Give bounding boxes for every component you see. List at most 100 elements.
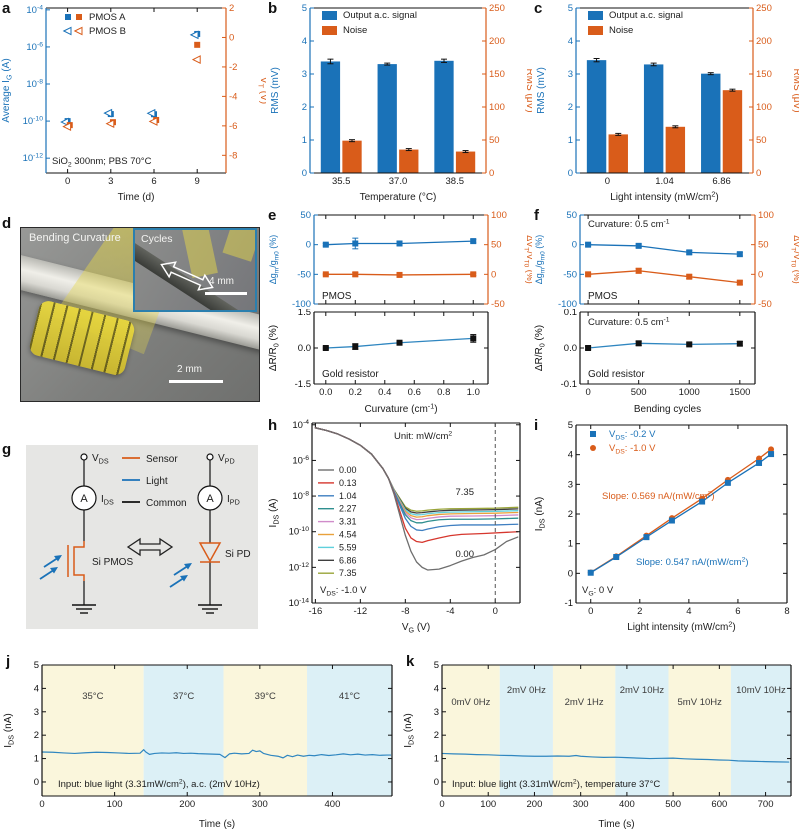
svg-text:2: 2 bbox=[229, 3, 234, 14]
svg-text:PMOS: PMOS bbox=[588, 291, 618, 302]
svg-text:0: 0 bbox=[489, 168, 494, 179]
svg-text:7.35: 7.35 bbox=[339, 568, 357, 578]
svg-text:0: 0 bbox=[65, 176, 70, 187]
svg-text:VDS: -1.0 V: VDS: -1.0 V bbox=[320, 585, 367, 598]
svg-text:IPD: IPD bbox=[227, 494, 240, 507]
svg-text:10-10: 10-10 bbox=[23, 115, 44, 127]
svg-text:0.2: 0.2 bbox=[349, 387, 362, 398]
svg-text:Curvature (cm-1): Curvature (cm-1) bbox=[364, 401, 437, 415]
svg-text:3: 3 bbox=[434, 707, 439, 718]
svg-text:1.0: 1.0 bbox=[467, 387, 480, 398]
svg-text:0: 0 bbox=[568, 168, 573, 179]
chart-a-gate-current-plot: 0 3 6 9 10-4 10-6 10-8 10-10 10-12 2 0 -2 -4 -6 -8 Time… bbox=[1, 3, 266, 203]
svg-text:Common: Common bbox=[146, 498, 187, 509]
svg-text:Time (d): Time (d) bbox=[118, 192, 155, 203]
svg-text:0: 0 bbox=[572, 240, 577, 251]
svg-text:0: 0 bbox=[302, 168, 307, 179]
svg-text:Curvature: 0.5 cm-1: Curvature: 0.5 cm-1 bbox=[588, 218, 670, 230]
svg-text:ΔR/R0 (%): ΔR/R0 (%) bbox=[268, 325, 281, 371]
svg-text:5mV 10Hz: 5mV 10Hz bbox=[678, 697, 723, 708]
svg-text:Si PMOS: Si PMOS bbox=[92, 557, 133, 568]
svg-text:RMS (μV): RMS (μV) bbox=[524, 68, 532, 112]
svg-text:6.86: 6.86 bbox=[712, 176, 731, 187]
svg-text:0.00: 0.00 bbox=[339, 465, 357, 475]
svg-text:10-12: 10-12 bbox=[23, 153, 44, 165]
svg-text:-100: -100 bbox=[292, 299, 311, 309]
svg-text:10-6: 10-6 bbox=[292, 455, 309, 467]
inset-label-cycles: Cycles bbox=[141, 233, 173, 245]
svg-text:0: 0 bbox=[605, 176, 610, 187]
svg-text:5: 5 bbox=[568, 420, 573, 431]
svg-text:IDS (nA): IDS (nA) bbox=[403, 713, 416, 747]
svg-text:0.13: 0.13 bbox=[339, 478, 357, 488]
chart-b-rms-vs-temperature: 35.5 37.0 38.5012345050100150200250Tempera… bbox=[270, 3, 532, 203]
svg-text:-16: -16 bbox=[309, 606, 323, 617]
svg-text:200: 200 bbox=[179, 799, 195, 810]
panel-i: i 0 2 4 6 8 -1 0 1 2 3 4 5 Light intensity (mW/cm2) I… bbox=[532, 417, 799, 635]
svg-text:4: 4 bbox=[34, 683, 39, 694]
panel-letter-e: e bbox=[268, 207, 277, 224]
svg-text:0: 0 bbox=[491, 269, 496, 280]
panel-letter-g: g bbox=[2, 441, 12, 458]
svg-text:IDS (nA): IDS (nA) bbox=[3, 713, 16, 747]
svg-text:0.8: 0.8 bbox=[437, 387, 450, 398]
svg-text:41°C: 41°C bbox=[339, 691, 360, 702]
svg-text:10-14: 10-14 bbox=[289, 597, 310, 609]
svg-text:4: 4 bbox=[434, 683, 439, 694]
scale-label-4mm: 4 mm bbox=[209, 276, 234, 287]
svg-text:0.0: 0.0 bbox=[319, 387, 332, 398]
svg-text:0: 0 bbox=[34, 777, 39, 788]
svg-text:5: 5 bbox=[302, 3, 307, 14]
svg-text:3: 3 bbox=[34, 707, 39, 718]
svg-text:-100: -100 bbox=[558, 299, 577, 309]
svg-text:5: 5 bbox=[568, 3, 573, 14]
chart-i-photocurrent-linearity: 0 2 4 6 8 -1 0 1 2 3 4 5 Light intensity (mW/cm2) IDS… bbox=[534, 420, 790, 633]
svg-text:-50: -50 bbox=[563, 269, 577, 280]
inset-tape-2 bbox=[222, 230, 255, 262]
svg-text:250: 250 bbox=[756, 3, 772, 14]
svg-text:IDS: IDS bbox=[101, 494, 114, 507]
svg-text:Gold resistor: Gold resistor bbox=[322, 369, 379, 380]
svg-text:1500: 1500 bbox=[729, 387, 750, 398]
svg-text:Input: blue light (3.31mW/cm2): Input: blue light (3.31mW/cm2), temperat… bbox=[452, 778, 660, 790]
chart-k-ac-stability-trace: 0mV 0Hz 2mV 0Hz 2mV 1Hz 2mV 10Hz 5mV 10Hz 10m… bbox=[403, 660, 792, 830]
svg-text:VDS: -1.0 V: VDS: -1.0 V bbox=[609, 443, 656, 456]
svg-text:-50: -50 bbox=[491, 299, 505, 309]
bend-direction-arrow-icon bbox=[160, 261, 214, 291]
svg-text:Gold resistor: Gold resistor bbox=[588, 369, 645, 380]
svg-text:37°C: 37°C bbox=[173, 691, 194, 702]
svg-text:Si PD: Si PD bbox=[225, 549, 251, 560]
svg-text:2mV 0Hz: 2mV 0Hz bbox=[507, 685, 546, 696]
svg-text:38.5: 38.5 bbox=[446, 176, 465, 187]
svg-text:Average IG (A): Average IG (A) bbox=[1, 58, 14, 122]
svg-text:2: 2 bbox=[302, 102, 307, 113]
svg-text:Light: Light bbox=[146, 476, 168, 487]
svg-text:1.04: 1.04 bbox=[655, 176, 674, 187]
svg-text:5: 5 bbox=[434, 660, 439, 671]
svg-text:500: 500 bbox=[631, 387, 647, 398]
svg-text:1: 1 bbox=[302, 135, 307, 146]
svg-text:0: 0 bbox=[493, 606, 498, 617]
svg-text:10-4: 10-4 bbox=[292, 419, 309, 431]
svg-text:10-4: 10-4 bbox=[26, 4, 43, 16]
svg-text:-2: -2 bbox=[229, 62, 237, 73]
svg-text:50: 50 bbox=[758, 240, 769, 251]
circuit-diagram: VDS A IDS Si PMOS Sensor Light Common VPD A IPD Si… bbox=[26, 445, 258, 629]
svg-text:1: 1 bbox=[568, 539, 573, 550]
svg-text:2: 2 bbox=[568, 509, 573, 520]
svg-text:3: 3 bbox=[568, 69, 573, 80]
svg-text:2: 2 bbox=[434, 730, 439, 741]
svg-text:2mV 10Hz: 2mV 10Hz bbox=[620, 685, 665, 696]
svg-text:200: 200 bbox=[489, 36, 505, 47]
svg-text:0.00: 0.00 bbox=[456, 549, 475, 560]
svg-text:ΔR/R0 (%): ΔR/R0 (%) bbox=[534, 325, 547, 371]
svg-text:10-8: 10-8 bbox=[292, 490, 309, 502]
svg-text:200: 200 bbox=[527, 799, 543, 810]
svg-text:6: 6 bbox=[735, 606, 740, 617]
svg-text:Sensor: Sensor bbox=[146, 454, 178, 465]
cycles-inset: Cycles 4 mm bbox=[133, 228, 257, 312]
svg-text:35°C: 35°C bbox=[82, 691, 103, 702]
svg-text:VDS: VDS bbox=[92, 453, 109, 466]
svg-text:50: 50 bbox=[756, 135, 767, 146]
